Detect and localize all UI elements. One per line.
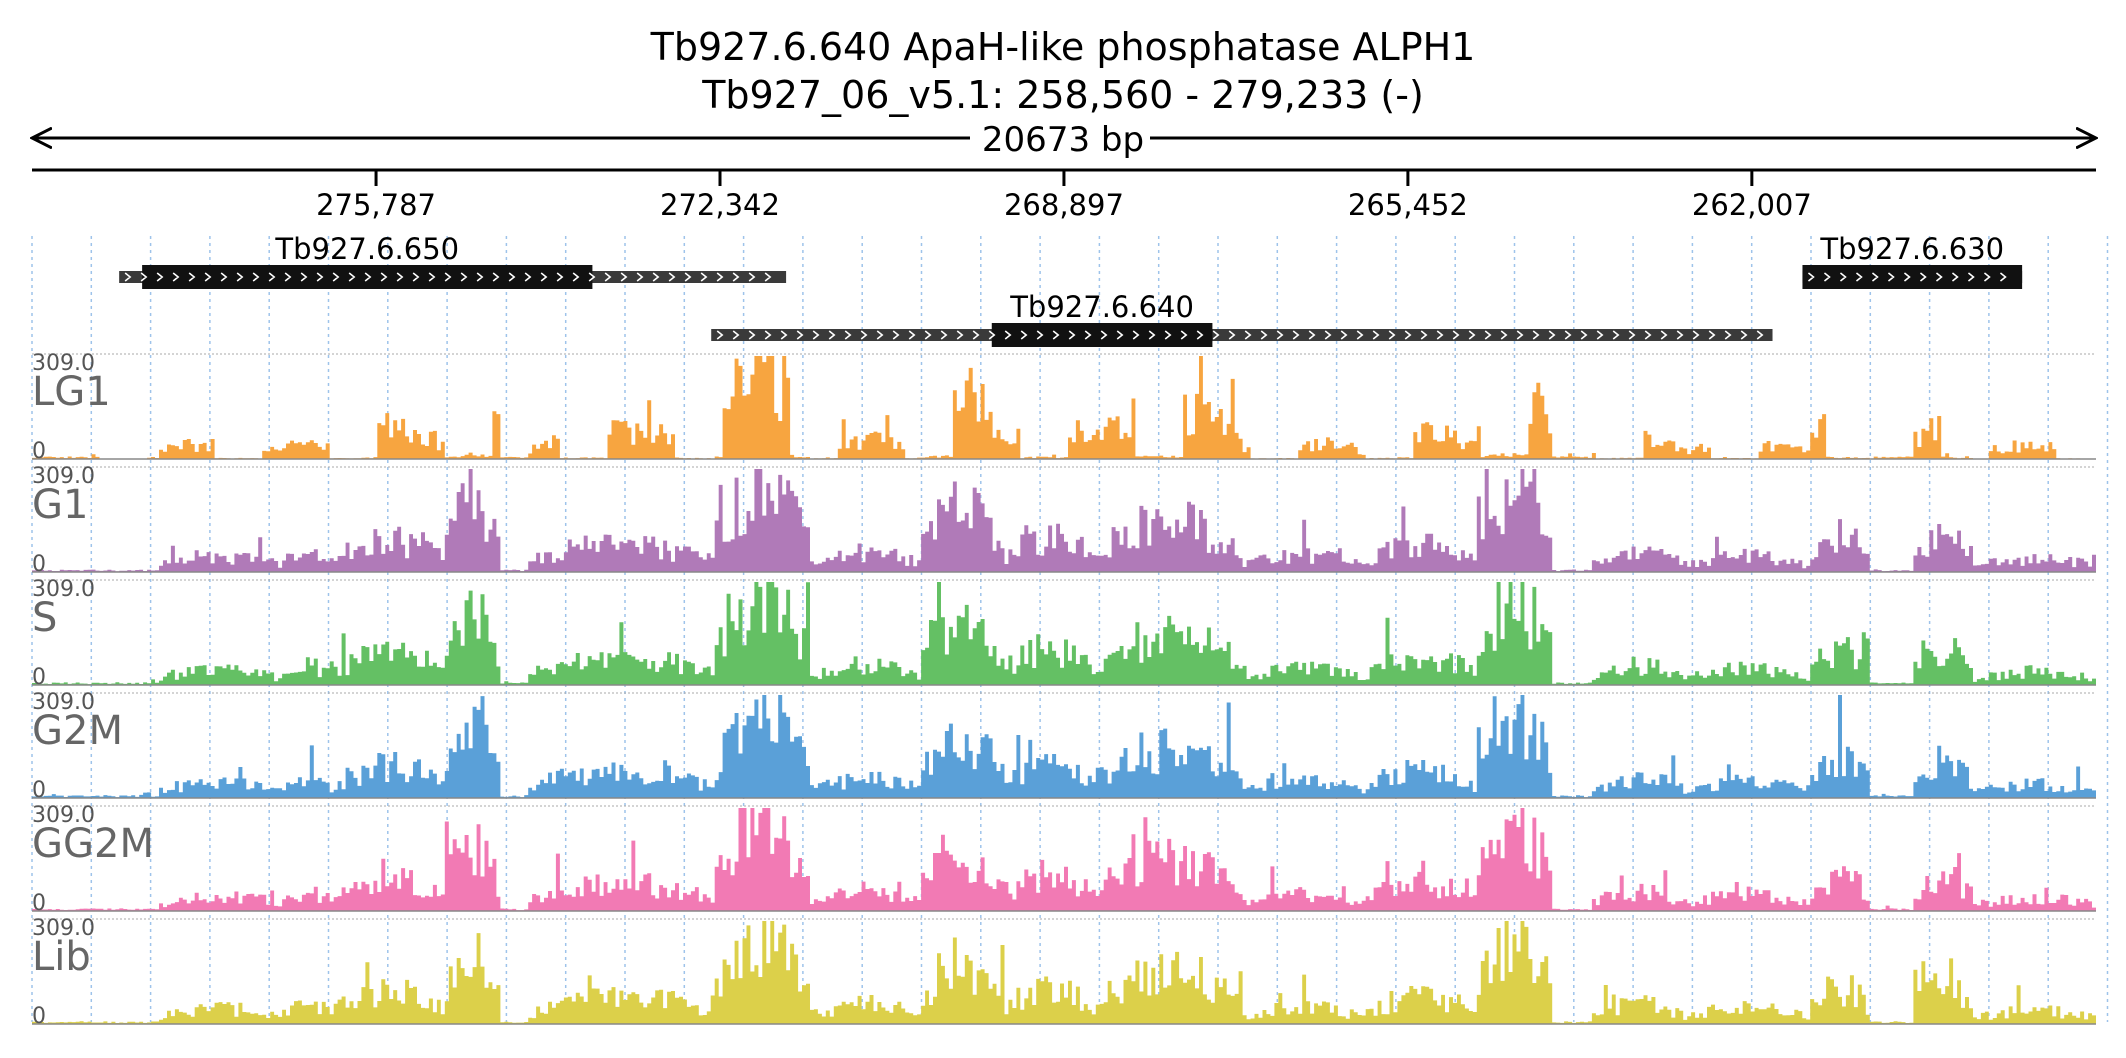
gene-label: Tb927.6.650 xyxy=(274,232,459,266)
axis-tick-label: 275,787 xyxy=(316,188,436,222)
coverage-profile xyxy=(32,582,2096,685)
gene-models: Tb927.6.650 Tb927.6.640 Tb927.6.630 xyxy=(119,232,2023,347)
track-name: S xyxy=(32,595,57,641)
axis-tick-label: 268,897 xyxy=(1004,188,1124,222)
coverage-tracks: 309.0LG10309.0G10309.0S0309.0G2M0309.0GG… xyxy=(32,351,2096,1029)
coverage-profile xyxy=(32,808,2096,911)
track-zero-label: 0 xyxy=(32,665,46,690)
track-name: G2M xyxy=(32,708,123,754)
cds-bar xyxy=(1802,265,2023,289)
gene-label: Tb927.6.630 xyxy=(1819,232,2004,266)
utr-bar xyxy=(711,329,1773,341)
gene-model[interactable]: Tb927.6.650 xyxy=(119,232,787,289)
coverage-profile xyxy=(32,921,2096,1024)
axis-ticks: 275,787 272,342 268,897 265,452 262,007 xyxy=(316,170,1812,222)
track-name: LG1 xyxy=(32,369,111,415)
track-name: GG2M xyxy=(32,821,154,867)
gene-model[interactable]: Tb927.6.630 xyxy=(1802,232,2023,289)
axis-tick-label: 262,007 xyxy=(1692,188,1812,222)
cds-bar xyxy=(991,323,1213,347)
track-max-label: 309.0 xyxy=(32,577,95,602)
axis-tick-label: 272,342 xyxy=(660,188,780,222)
track-name: Lib xyxy=(32,934,91,980)
track-zero-label: 0 xyxy=(32,552,46,577)
track-name: G1 xyxy=(32,482,88,528)
gene-label: Tb927.6.640 xyxy=(1009,290,1194,324)
coverage-profile xyxy=(32,695,2096,798)
track-zero-label: 0 xyxy=(32,891,46,916)
cds-bar xyxy=(142,265,593,289)
strand-chevrons xyxy=(1807,272,2007,282)
track-max-label: 309.0 xyxy=(32,916,95,941)
span-length-label: 20673 bp xyxy=(982,120,1144,160)
strand-chevrons xyxy=(716,330,1764,340)
axis-tick-label: 265,452 xyxy=(1348,188,1468,222)
track-zero-label: 0 xyxy=(32,778,46,803)
coverage-track: 309.0S 0 xyxy=(32,577,2096,690)
coverage-profile xyxy=(32,356,2096,459)
locus-coordinates: Tb927_06_v5.1: 258,560 - 279,233 (-) xyxy=(701,73,1424,117)
figure-title: Tb927.6.640 ApaH-like phosphatase ALPH1 xyxy=(650,25,1476,69)
track-max-label: 309.0 xyxy=(32,803,95,828)
coverage-track: 309.0G1 0 xyxy=(32,464,2096,577)
coverage-profile xyxy=(32,469,2096,572)
track-zero-label: 0 xyxy=(32,439,46,464)
gene-model[interactable]: Tb927.6.640 xyxy=(711,290,1773,347)
track-max-label: 309.0 xyxy=(32,690,95,715)
track-max-label: 309.0 xyxy=(32,464,95,489)
track-max-label: 309.0 xyxy=(32,351,95,376)
track-zero-label: 0 xyxy=(32,1004,46,1029)
strand-chevrons xyxy=(124,272,772,282)
